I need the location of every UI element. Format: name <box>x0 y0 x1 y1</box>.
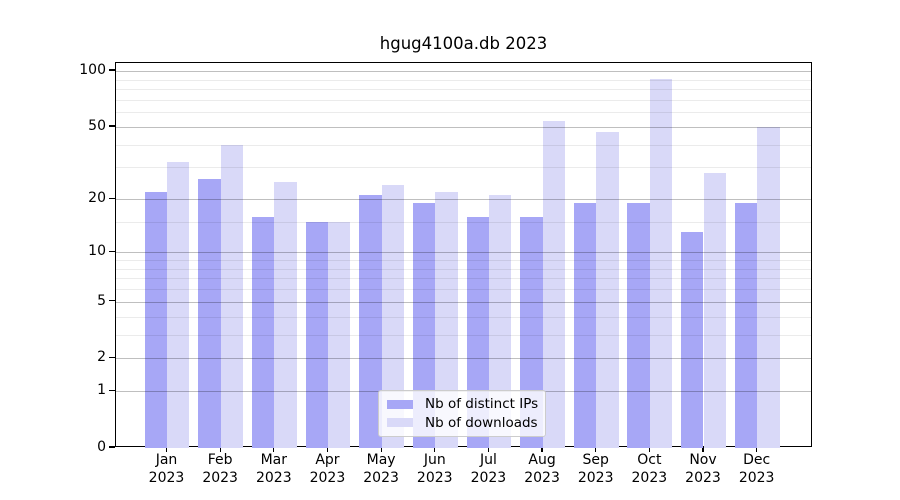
bar-distinct-ips <box>198 178 221 448</box>
x-tick-label: Feb 2023 <box>188 452 252 487</box>
y-tick-label: 1 <box>97 382 106 399</box>
x-tick-year: 2023 <box>202 469 238 486</box>
bar-downloads <box>274 181 297 448</box>
x-tick-mark <box>165 447 168 452</box>
x-tick-label: Apr 2023 <box>295 452 359 487</box>
x-tick-mark <box>380 447 382 452</box>
y-tick-mark <box>109 125 115 127</box>
x-tick-year: 2023 <box>738 469 775 486</box>
legend-swatch <box>387 417 413 428</box>
bar-distinct-ips <box>627 203 650 448</box>
chart-title: hgug4100a.db 2023 <box>379 34 548 53</box>
y-tick-label: 0 <box>97 439 106 455</box>
bars-layer <box>116 63 811 448</box>
x-tick-year: 2023 <box>148 469 185 486</box>
bar-distinct-ips <box>681 232 704 448</box>
x-tick-mark <box>219 447 221 452</box>
bar-downloads <box>381 185 404 448</box>
x-tick-label: Jun 2023 <box>403 452 467 487</box>
legend-item: Nb of distinct IPs <box>387 396 539 413</box>
x-tick-year: 2023 <box>631 469 668 486</box>
x-tick-label: Nov 2023 <box>671 452 735 487</box>
bar-distinct-ips <box>734 203 758 448</box>
bar-distinct-ips <box>251 216 275 448</box>
x-tick-year: 2023 <box>685 469 721 486</box>
x-tick-year: 2023 <box>416 469 453 486</box>
legend-label: Nb of downloads <box>425 414 538 431</box>
bar-downloads <box>703 172 726 448</box>
x-tick-month: Mar <box>260 452 287 468</box>
x-tick-month: Feb <box>207 452 233 468</box>
x-tick-month: Nov <box>689 452 717 468</box>
x-tick-month: Apr <box>315 452 340 468</box>
bar-downloads <box>220 144 244 448</box>
x-tick-label: Aug 2023 <box>510 452 574 487</box>
x-tick-year: 2023 <box>577 469 614 486</box>
bar-distinct-ips <box>144 191 167 448</box>
bar-downloads <box>435 191 458 448</box>
x-tick-mark <box>434 447 436 452</box>
bar-downloads <box>542 120 565 448</box>
x-tick-year: 2023 <box>470 469 507 486</box>
bar-downloads <box>596 131 619 448</box>
x-tick-year: 2023 <box>524 469 560 486</box>
bar-downloads <box>757 126 780 448</box>
x-tick-label: Sep 2023 <box>564 452 628 487</box>
y-tick-mark <box>109 356 115 358</box>
x-tick-year: 2023 <box>255 469 292 486</box>
y-tick-mark <box>109 197 115 199</box>
x-tick-mark <box>648 447 651 452</box>
x-tick-month: Jan <box>155 452 178 468</box>
x-tick-mark <box>756 447 758 452</box>
bar-downloads <box>167 162 190 448</box>
x-tick-month: May <box>366 452 396 468</box>
y-tick-label: 100 <box>79 61 106 78</box>
legend-swatch <box>387 399 413 410</box>
y-tick-mark <box>109 389 115 392</box>
y-tick-mark <box>109 300 115 302</box>
bar-downloads <box>488 195 512 448</box>
x-tick-mark <box>702 447 704 452</box>
x-tick-label: Mar 2023 <box>242 452 306 487</box>
bar-distinct-ips <box>305 221 328 448</box>
x-tick-mark <box>541 447 543 452</box>
x-tick-month: Sep <box>582 452 609 468</box>
x-tick-mark <box>595 447 597 452</box>
x-tick-year: 2023 <box>309 469 346 486</box>
x-tick-month: Jul <box>479 452 497 468</box>
x-tick-month: Aug <box>528 452 556 468</box>
x-tick-label: May 2023 <box>349 452 413 487</box>
y-tick-label: 2 <box>97 349 106 366</box>
bar-downloads <box>649 78 673 448</box>
x-tick-year: 2023 <box>363 469 399 486</box>
x-tick-month: Dec <box>743 452 771 468</box>
x-tick-mark <box>487 447 490 452</box>
x-tick-month: Jun <box>423 452 446 468</box>
bar-distinct-ips <box>359 195 382 448</box>
y-tick-label: 10 <box>88 243 106 260</box>
x-tick-label: Jul 2023 <box>456 452 520 487</box>
y-tick-label: 20 <box>88 190 106 207</box>
plot-area <box>115 62 812 448</box>
x-tick-label: Jan 2023 <box>135 452 199 487</box>
x-tick-mark <box>273 447 275 452</box>
y-tick-mark <box>109 250 115 252</box>
x-tick-label: Oct 2023 <box>617 452 681 487</box>
y-tick-label: 50 <box>88 117 106 134</box>
legend-item: Nb of downloads <box>387 414 538 431</box>
bar-downloads <box>327 221 351 448</box>
x-tick-month: Oct <box>637 452 662 468</box>
x-tick-label: Dec 2023 <box>725 452 789 487</box>
y-tick-mark <box>109 446 115 448</box>
bar-distinct-ips <box>412 203 436 448</box>
legend-label: Nb of distinct IPs <box>425 396 539 413</box>
y-tick-mark <box>109 69 115 71</box>
bar-distinct-ips <box>573 203 597 448</box>
legend: Nb of distinct IPs Nb of downloads <box>378 390 546 437</box>
y-tick-label: 5 <box>97 292 106 309</box>
x-tick-mark <box>326 447 329 452</box>
